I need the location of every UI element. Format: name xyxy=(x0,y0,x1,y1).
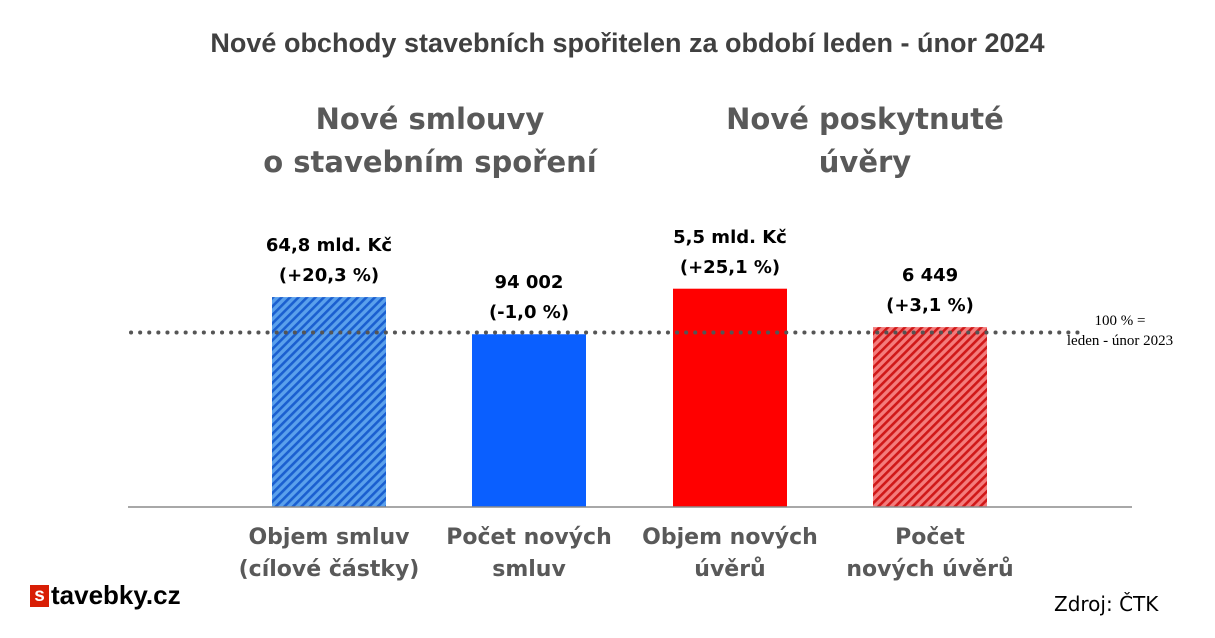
category-label-line2: smluv xyxy=(492,557,566,582)
category-label-line1: Objem smluv xyxy=(248,525,410,550)
category-label-pocet-smluv: Počet nových smluv xyxy=(409,522,649,586)
group-heading-contracts-line2: o stavebním spoření xyxy=(263,145,597,179)
category-label-line1: Objem nových xyxy=(642,525,818,550)
data-label-value: 64,8 mld. Kč xyxy=(265,235,393,257)
reference-line-label-line1: 100 % = xyxy=(1094,313,1146,329)
bar-objem-uveru xyxy=(673,288,787,507)
group-heading-contracts: Nové smlouvy o stavebním spoření xyxy=(230,98,630,184)
data-label-change: (-1,0 %) xyxy=(488,302,570,324)
reference-line-label-line2: leden - únor 2023 xyxy=(1066,333,1174,349)
reference-line-label: 100 % = leden - únor 2023 xyxy=(1030,311,1210,351)
data-label-value: 6 449 xyxy=(901,265,959,287)
category-label-line2: úvěrů xyxy=(694,557,766,582)
data-label-pocet-uveru: 6 449 (+3,1 %) xyxy=(820,261,1040,321)
data-label-pocet-smluv: 94 002 (-1,0 %) xyxy=(419,268,639,328)
bar-pocet-uveru xyxy=(873,327,987,507)
group-heading-loans-line1: Nové poskytnuté xyxy=(726,102,1004,136)
chart-title: Nové obchody stavebních spořitelen za ob… xyxy=(210,28,1045,58)
stavebky-logo: s tavebky.cz xyxy=(30,580,181,611)
bar-pocet-smluv xyxy=(472,334,586,507)
data-label-value: 94 002 xyxy=(494,272,564,294)
logo-badge: s xyxy=(30,584,49,607)
group-heading-loans: Nové poskytnuté úvěry xyxy=(665,98,1065,184)
bar-objem-smluv xyxy=(272,297,386,507)
data-label-objem-smluv: 64,8 mld. Kč (+20,3 %) xyxy=(219,231,439,291)
category-label-pocet-uveru: Počet nových úvěrů xyxy=(810,522,1050,586)
data-label-change: (+3,1 %) xyxy=(886,295,974,317)
group-heading-contracts-line1: Nové smlouvy xyxy=(315,102,545,136)
category-label-line1: Počet xyxy=(895,525,965,550)
data-label-objem-uveru: 5,5 mld. Kč (+25,1 %) xyxy=(620,223,840,283)
category-label-objem-uveru: Objem nových úvěrů xyxy=(610,522,850,586)
data-label-change: (+25,1 %) xyxy=(679,256,781,278)
category-label-line1: Počet nových xyxy=(446,525,612,550)
data-label-change: (+20,3 %) xyxy=(278,265,380,287)
category-label-line2: nových úvěrů xyxy=(846,557,1014,582)
logo-text: tavebky.cz xyxy=(51,580,181,610)
category-label-objem-smluv: Objem smluv (cílové částky) xyxy=(209,522,449,586)
group-heading-loans-line2: úvěry xyxy=(818,145,912,179)
source-note: Zdroj: ČTK xyxy=(1054,592,1159,616)
category-label-line2: (cílové částky) xyxy=(238,557,420,582)
data-label-value: 5,5 mld. Kč xyxy=(673,226,787,248)
